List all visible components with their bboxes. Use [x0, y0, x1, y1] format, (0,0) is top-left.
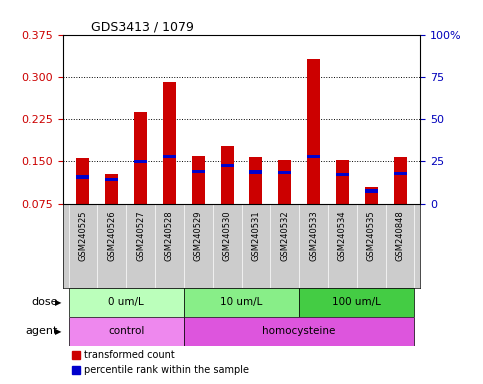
- Bar: [394, 172, 407, 175]
- Bar: [336, 172, 349, 176]
- Text: ▶: ▶: [56, 298, 62, 307]
- Bar: [69, 288, 184, 317]
- Legend: transformed count, percentile rank within the sample: transformed count, percentile rank withi…: [68, 346, 253, 379]
- Bar: [192, 156, 205, 204]
- Bar: [134, 112, 147, 204]
- Bar: [163, 155, 176, 159]
- Text: GSM240531: GSM240531: [252, 210, 260, 261]
- Bar: [184, 317, 414, 346]
- Text: GSM240526: GSM240526: [107, 210, 116, 261]
- Bar: [221, 146, 234, 204]
- Bar: [249, 170, 262, 174]
- Bar: [76, 159, 89, 204]
- Text: GSM240848: GSM240848: [396, 210, 405, 261]
- Text: 10 um/L: 10 um/L: [220, 297, 263, 308]
- Text: 0 um/L: 0 um/L: [108, 297, 144, 308]
- Bar: [299, 288, 414, 317]
- Bar: [221, 164, 234, 167]
- Text: GSM240533: GSM240533: [309, 210, 318, 261]
- Bar: [69, 317, 184, 346]
- Text: agent: agent: [26, 326, 58, 336]
- Bar: [307, 154, 320, 158]
- Bar: [105, 178, 118, 181]
- Bar: [307, 59, 320, 204]
- Text: control: control: [108, 326, 144, 336]
- Text: GDS3413 / 1079: GDS3413 / 1079: [91, 20, 194, 33]
- Bar: [278, 171, 291, 174]
- Bar: [184, 288, 299, 317]
- Text: 100 um/L: 100 um/L: [332, 297, 381, 308]
- Bar: [76, 175, 89, 179]
- Text: GSM240525: GSM240525: [78, 210, 87, 261]
- Text: GSM240532: GSM240532: [280, 210, 289, 261]
- Bar: [134, 160, 147, 163]
- Bar: [105, 174, 118, 204]
- Bar: [365, 189, 378, 193]
- Text: GSM240529: GSM240529: [194, 210, 203, 261]
- Text: ▶: ▶: [56, 327, 62, 336]
- Bar: [365, 187, 378, 204]
- Text: GSM240528: GSM240528: [165, 210, 174, 261]
- Bar: [249, 157, 262, 204]
- Text: GSM240527: GSM240527: [136, 210, 145, 261]
- Bar: [394, 157, 407, 204]
- Text: GSM240534: GSM240534: [338, 210, 347, 261]
- Bar: [192, 170, 205, 173]
- Text: homocysteine: homocysteine: [262, 326, 336, 336]
- Text: dose: dose: [31, 297, 58, 308]
- Bar: [163, 82, 176, 204]
- Text: GSM240535: GSM240535: [367, 210, 376, 261]
- Text: GSM240530: GSM240530: [223, 210, 231, 261]
- Bar: [278, 160, 291, 204]
- Bar: [336, 160, 349, 204]
